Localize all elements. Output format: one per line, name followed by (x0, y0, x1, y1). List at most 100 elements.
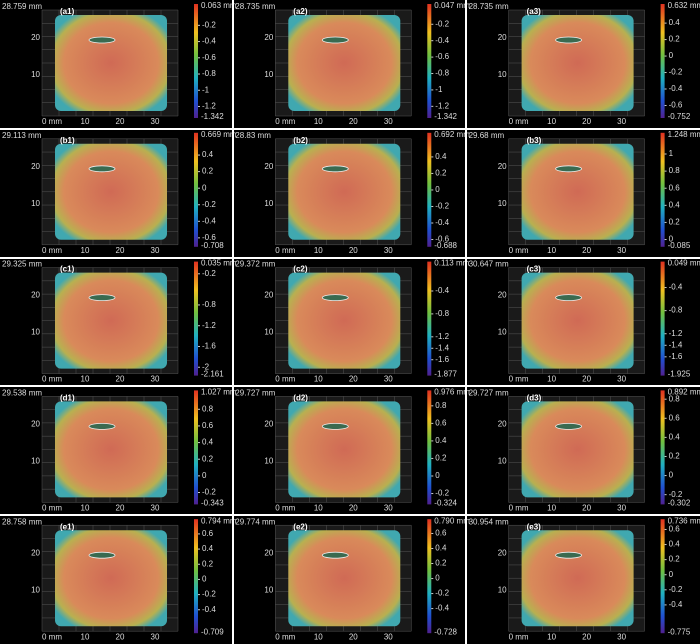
colorbar-tick-label: 0.6 (202, 529, 214, 538)
x-tick-label: 0 mm (509, 375, 529, 384)
colorbar-tick-label: 0.4 (435, 544, 447, 553)
colorbar-tick-label: 0.4 (669, 540, 681, 549)
scale-min: -0.688 (434, 241, 457, 250)
colorbar-tick-label: -0.2 (202, 200, 216, 209)
x-tick-label: 0 mm (509, 117, 529, 126)
colorbar-tick-label: -1.2 (202, 321, 216, 330)
panel: 29.774 mm (e2) 0 mm 10 20 30 20 10 0.790 mm -0.72… (235, 516, 470, 641)
surface (288, 143, 401, 240)
scale-max: 0.892 mm (668, 388, 700, 397)
defect (88, 165, 116, 173)
panel: 30.647 mm (c3) 0 mm 10 20 30 20 10 0.049 mm -1.92… (469, 259, 700, 384)
panel-label: (d2) (293, 394, 308, 403)
colorbar-tick-label: -0.2 (435, 489, 449, 498)
defect (321, 551, 349, 559)
panel-label: (a2) (293, 7, 308, 16)
x-tick-label: 30 (151, 117, 160, 126)
surface (288, 15, 401, 111)
colorbar-tick-label: -0.2 (202, 20, 216, 29)
scale-max: 0.035 mm (201, 259, 237, 268)
x-tick-label: 0 mm (42, 375, 62, 384)
panel-label: (e3) (527, 522, 542, 531)
x-tick-label: 30 (617, 117, 626, 126)
scale-min: -0.343 (201, 499, 224, 508)
colorbar-tick-label: -0.2 (435, 19, 449, 28)
colorbar-tick-label: 0 (202, 471, 207, 480)
y-tick-label: 10 (264, 585, 273, 594)
colorbar-tick-label: 0.2 (202, 454, 214, 463)
colorbar-tick-label: 0.2 (202, 559, 214, 568)
defect (321, 165, 349, 173)
surface (55, 401, 167, 498)
x-tick-label: 0 mm (509, 632, 529, 641)
x-tick-label: 10 (81, 246, 90, 255)
height-label: 28.759 mm (2, 2, 42, 11)
x-tick-label: 20 (349, 632, 358, 641)
colorbar-tick-label: -0.8 (202, 69, 216, 78)
y-tick-label: 20 (31, 33, 40, 42)
x-tick-label: 30 (384, 117, 393, 126)
colorbar-tick-label: -0.8 (435, 69, 449, 78)
x-tick-label: 0 mm (275, 504, 295, 513)
x-tick-label: 20 (116, 504, 125, 513)
x-tick-label: 0 mm (42, 117, 62, 126)
x-tick-label: 20 (349, 246, 358, 255)
surface (55, 15, 167, 111)
colorbar (194, 390, 198, 505)
panel-label: (e1) (60, 522, 75, 531)
colorbar-tick-label: -1.2 (435, 101, 449, 110)
colorbar-tick-label: 0.4 (202, 150, 214, 159)
scale-min: -1.877 (434, 370, 457, 379)
y-tick-label: 20 (31, 548, 40, 557)
y-tick-label: 20 (498, 420, 507, 429)
colorbar-tick-label: 0 (435, 185, 440, 194)
colorbar-tick-label: 1 (669, 149, 674, 158)
x-tick-label: 20 (582, 504, 591, 513)
y-tick-label: 20 (264, 548, 273, 557)
colorbar-tick-label: 0.6 (669, 183, 681, 192)
y-tick-label: 10 (264, 199, 273, 208)
colorbar-tick-label: 0.2 (435, 169, 447, 178)
x-tick-label: 10 (547, 632, 556, 641)
panel-label: (c3) (527, 265, 542, 274)
scale-max: 0.692 mm (434, 130, 470, 139)
panel: 28.83 mm (b2) 0 mm 10 20 30 20 10 0.692 mm -0.688… (235, 130, 470, 255)
x-tick-label: 0 mm (275, 632, 295, 641)
colorbar (427, 390, 432, 505)
defect (555, 422, 583, 430)
colorbar-tick-label: -0.4 (669, 84, 683, 93)
x-tick-label: 20 (116, 632, 125, 641)
surface (55, 143, 167, 240)
y-tick-label: 10 (264, 328, 273, 337)
colorbar-tick-label: -0.2 (202, 488, 216, 497)
x-tick-label: 20 (582, 117, 591, 126)
panel-label: (c1) (60, 265, 75, 274)
colorbar-tick-label: 0 (669, 51, 674, 60)
defect (88, 294, 116, 302)
surface (521, 143, 634, 240)
y-tick-label: 10 (498, 199, 507, 208)
scale-min: -1.342 (201, 112, 224, 121)
scale-max: 0.976 mm (434, 388, 470, 397)
y-tick-label: 10 (498, 585, 507, 594)
scale-max: 1.027 mm (201, 388, 237, 397)
surface (521, 272, 634, 369)
colorbar-tick-label: -0.4 (435, 36, 449, 45)
defect (555, 551, 583, 559)
x-tick-label: 10 (314, 375, 323, 384)
surface (521, 401, 634, 498)
defect (555, 165, 583, 173)
panel: 28.758 mm (e1) 0 mm 10 20 30 20 10 0.794 mm -0.70… (2, 516, 237, 641)
surface (55, 530, 167, 627)
defect (88, 36, 116, 44)
colorbar-tick-label: 0.6 (669, 413, 681, 422)
y-tick-label: 10 (31, 457, 40, 466)
x-tick-label: 10 (314, 117, 323, 126)
scale-min: -2.161 (201, 370, 224, 379)
colorbar-tick-label: 0.4 (669, 432, 681, 441)
colorbar-tick-label: 0 (669, 471, 674, 480)
panel: 29.538 mm (d1) 0 mm 10 20 30 20 10 1.027 mm -0.34… (2, 388, 237, 513)
colorbar-tick-label: -1.6 (202, 342, 216, 351)
colorbar-tick-label: 0 (669, 235, 674, 244)
x-tick-label: 20 (349, 117, 358, 126)
